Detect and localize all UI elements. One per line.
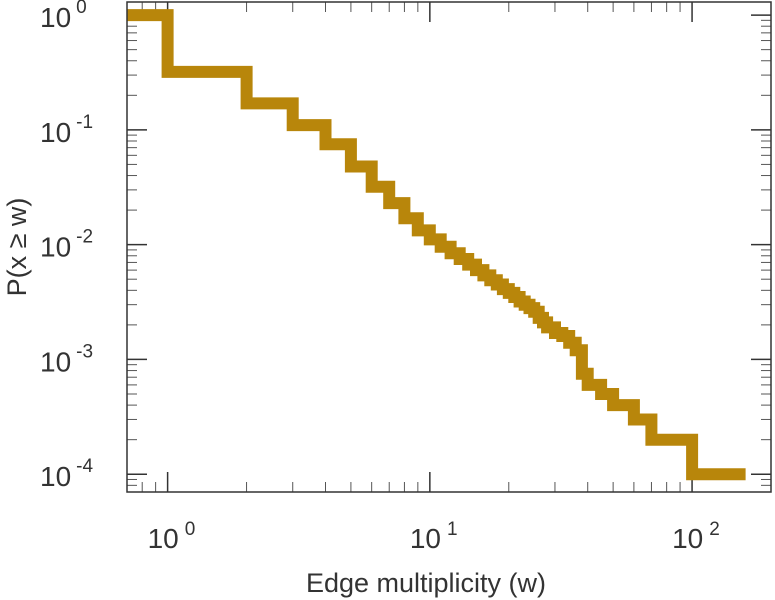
plot-frame [126, 1, 772, 493]
ccdf-step-line [127, 9, 746, 481]
y-tick-label: 10 -3 [40, 341, 93, 377]
x-tick-label: 10 1 [410, 519, 458, 554]
y-tick-label: 10 0 [40, 0, 87, 33]
x-tick-labels: 10 0 10 1 10 2 [148, 519, 720, 554]
y-axis-label: P(x ≥ w) [2, 198, 32, 297]
x-axis-label: Edge multiplicity (w) [306, 568, 546, 598]
x-tick-label: 10 2 [672, 519, 720, 554]
minor-ticks [126, 2, 771, 493]
y-tick-label: 10 -1 [40, 112, 93, 148]
y-tick-label: 10 -4 [40, 456, 93, 492]
x-tick-label: 10 0 [148, 519, 196, 554]
y-tick-label: 10 -2 [40, 227, 93, 263]
